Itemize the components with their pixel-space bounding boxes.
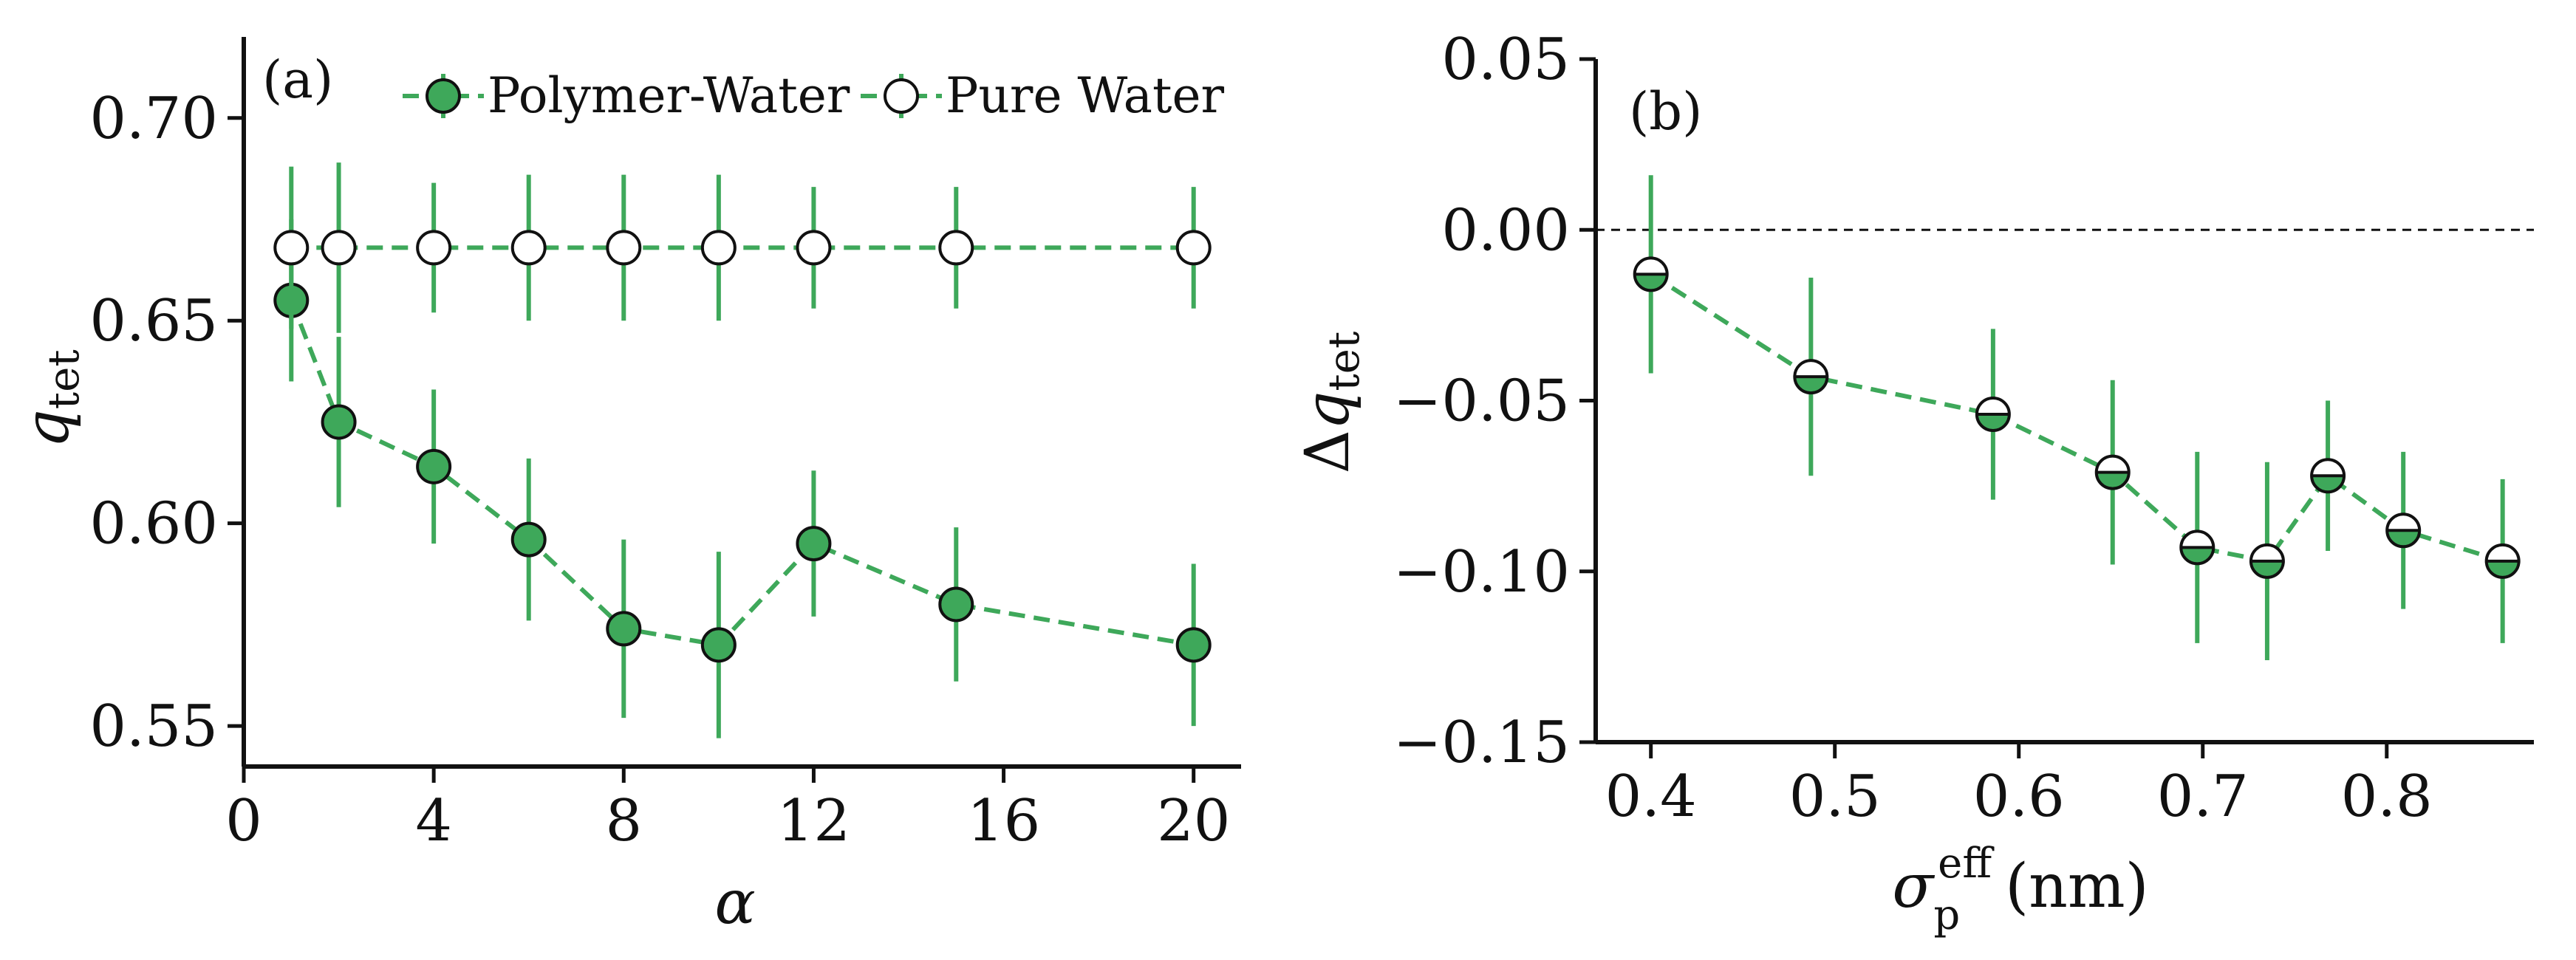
legend-marker-pure-water bbox=[884, 78, 919, 114]
panel-a-series-1-point bbox=[416, 448, 452, 484]
panel-a-ytick-label: 0.55 bbox=[89, 693, 218, 760]
legend-label-pure-water: Pure Water bbox=[946, 67, 1225, 124]
panel-b-tag: (b) bbox=[1629, 81, 1702, 142]
panel-b-xlabel: σpeff (nm) bbox=[1892, 840, 2148, 939]
svg-text:Δqtet: Δqtet bbox=[1293, 332, 1369, 474]
panel-b-ylabel-prefix: Δ bbox=[1293, 430, 1363, 473]
panel-a-ytick-label: 0.70 bbox=[89, 86, 218, 152]
panel-b-axes: 0.4 0.5 0.6 0.7 0.8 −0.15 −0.10 −0.05 0.00 0.05 bbox=[1393, 27, 2534, 830]
panel-b-series-1-point bbox=[2310, 458, 2346, 494]
panel-b-ylabel-sub: tet bbox=[1319, 332, 1369, 391]
panel-a-legend: Polymer-Water Pure Water bbox=[403, 67, 1225, 124]
panel-a-xtick-label: 4 bbox=[415, 788, 452, 854]
panel-b-ytick-label: 0.05 bbox=[1441, 27, 1570, 93]
panel-a-chart: 0 4 8 12 16 20 0.55 0.60 0.65 0.70 (a) α qtet Pol… bbox=[13, 37, 1241, 938]
panel-a-ylabel: qtet bbox=[13, 349, 89, 448]
panel-b-series-1-point bbox=[2249, 543, 2285, 579]
panel-a-tag: (a) bbox=[262, 49, 333, 110]
panel-a-series-1-point bbox=[1175, 627, 1212, 663]
legend-marker-polymer-water bbox=[426, 78, 461, 114]
panel-a-series-2-point bbox=[1175, 230, 1212, 266]
panel-a-series-1-point bbox=[321, 404, 357, 440]
panel-b-ylabel: Δqtet bbox=[1293, 332, 1369, 474]
panel-b-ytick-label: −0.10 bbox=[1393, 539, 1570, 606]
panel-a-series-1-point bbox=[938, 586, 974, 623]
panel-a-ylabel-sub: tet bbox=[38, 349, 89, 409]
panel-b-series-1-point bbox=[2484, 543, 2521, 579]
panel-a-marks bbox=[273, 162, 1212, 738]
panel-b-xtick-label: 0.5 bbox=[1789, 764, 1881, 830]
panel-a-series-1-point bbox=[510, 521, 547, 558]
panel-b-ytick-label: −0.05 bbox=[1393, 368, 1570, 435]
panel-b-ytick-label: 0.00 bbox=[1441, 197, 1570, 264]
panel-b-xtick-label: 0.4 bbox=[1605, 764, 1697, 830]
panel-b-series-1-line bbox=[1650, 272, 2504, 564]
panel-a-xtick-label: 8 bbox=[605, 788, 642, 854]
panel-a-ytick-label: 0.65 bbox=[89, 288, 218, 354]
panel-b-series-1-point bbox=[2179, 529, 2215, 566]
panel-b-xtick-label: 0.7 bbox=[2157, 764, 2249, 830]
panel-a-ylabel-main: q bbox=[13, 409, 83, 448]
panel-b-xlabel-sup: eff bbox=[1938, 840, 1995, 888]
panel-b-xtick-label: 0.6 bbox=[1973, 764, 2065, 830]
panel-b-series-1-point bbox=[1793, 359, 1829, 395]
panel-a-series-2-point bbox=[510, 230, 547, 266]
panel-b-xlabel-sub: p bbox=[1933, 891, 1960, 939]
panel-b-chart: 0.4 0.5 0.6 0.7 0.8 −0.15 −0.10 −0.05 0.00 0.05 (… bbox=[1293, 27, 2534, 939]
panel-a-series-1-point bbox=[700, 627, 737, 663]
svg-text:qtet: qtet bbox=[13, 349, 89, 448]
panel-b-series-1-point bbox=[1975, 397, 2011, 432]
panel-b-xlabel-unit: (nm) bbox=[2005, 851, 2149, 922]
panel-a-series-2-point bbox=[321, 230, 357, 266]
panel-b-xlabel-symbol: σ bbox=[1892, 851, 1935, 922]
panel-a-series-2-point bbox=[938, 230, 974, 266]
panel-a-xtick-label: 20 bbox=[1157, 788, 1230, 854]
legend-label-polymer-water: Polymer-Water bbox=[488, 67, 850, 124]
panel-b-series-1-point bbox=[2385, 512, 2422, 549]
panel-a-series-2-point bbox=[700, 230, 737, 266]
panel-b-ytick-label: −0.15 bbox=[1393, 710, 1570, 776]
panel-a-axes: 0 4 8 12 16 20 0.55 0.60 0.65 0.70 bbox=[89, 37, 1241, 854]
panel-a-xtick-label: 16 bbox=[967, 788, 1040, 854]
panel-a-series-2-point bbox=[416, 230, 452, 266]
panel-a-series-1-point bbox=[606, 611, 642, 647]
svg-text:σpeff(nm): σpeff (nm) bbox=[1892, 840, 2148, 939]
panel-b-series-1-point bbox=[1633, 256, 1669, 292]
panel-a-ytick-label: 0.60 bbox=[89, 491, 218, 558]
panel-b-ylabel-main: q bbox=[1293, 391, 1363, 431]
panel-a-xtick-label: 12 bbox=[777, 788, 850, 854]
panel-a-series-2-point bbox=[796, 230, 832, 266]
panel-a-series-2-point bbox=[606, 230, 642, 266]
panel-a-series-2-point bbox=[273, 230, 310, 266]
panel-b-xtick-label: 0.8 bbox=[2341, 764, 2433, 830]
panel-b-marks bbox=[1633, 175, 2521, 660]
panel-a-series-1-point bbox=[796, 526, 832, 562]
panel-a-xtick-label: 0 bbox=[225, 788, 262, 854]
panel-b-series-1-point bbox=[2094, 454, 2131, 490]
panel-a-xlabel: α bbox=[714, 868, 755, 938]
